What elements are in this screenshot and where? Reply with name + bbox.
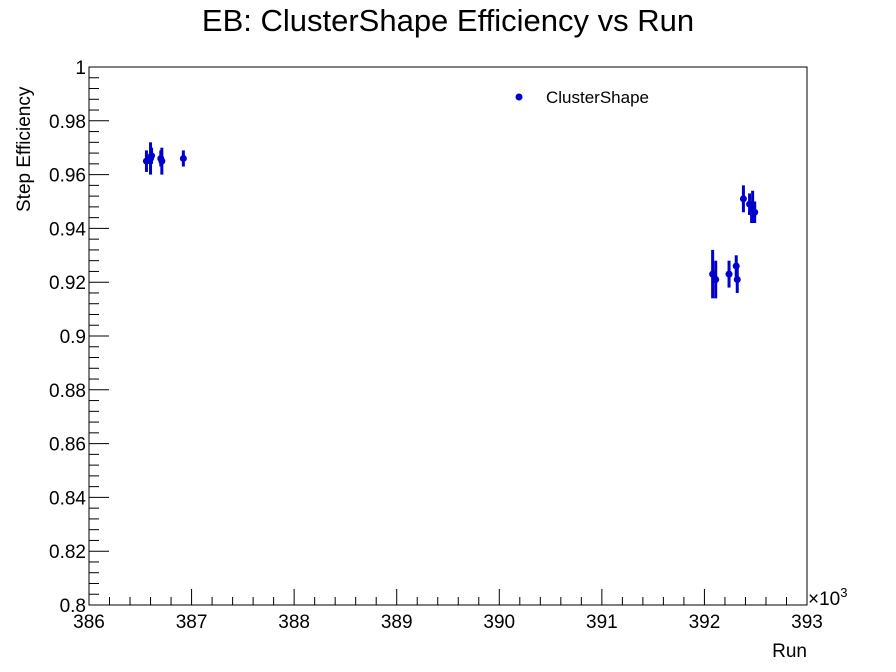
- data-point: [712, 276, 720, 284]
- y-axis-label: Step Efficiency: [14, 86, 35, 212]
- y-tick-label: 0.84: [49, 488, 86, 509]
- data-point: [733, 276, 741, 284]
- x-axis-multiplier-base: ×10: [808, 589, 840, 610]
- data-point: [725, 270, 733, 278]
- data-point: [751, 208, 759, 216]
- y-axis: 0.8 0.82 0.84 0.86 0.88 0.9 0.92 0.94 0.96 0.98 1: [49, 58, 109, 617]
- y-tick-label: 0.8: [60, 596, 86, 617]
- x-tick-label: 387: [176, 612, 208, 633]
- y-tick-label: 0.88: [49, 381, 86, 402]
- x-tick-label: 393: [791, 612, 823, 633]
- chart-title: EB: ClusterShape Efficiency vs Run: [202, 3, 694, 38]
- y-tick-label: 0.9: [60, 327, 86, 348]
- y-tick-label: 0.92: [49, 273, 86, 294]
- y-tick-label: 0.94: [49, 219, 86, 240]
- data-point: [158, 157, 166, 165]
- data-point: [179, 154, 187, 162]
- y-tick-label: 0.98: [49, 112, 86, 133]
- x-tick-label: 388: [278, 612, 310, 633]
- x-axis: 386 387 388 389 390 391 392 393: [73, 589, 823, 633]
- y-tick-label: 1: [75, 58, 86, 79]
- x-tick-label: 392: [689, 612, 721, 633]
- x-tick-label: 389: [381, 612, 413, 633]
- x-axis-multiplier: ×103: [808, 585, 847, 610]
- data-series: [142, 142, 759, 299]
- plot-frame: [88, 66, 808, 606]
- data-point: [739, 195, 747, 203]
- y-tick-label: 0.96: [49, 166, 86, 187]
- legend: ClusterShape: [515, 88, 649, 107]
- x-tick-label: 390: [483, 612, 515, 633]
- legend-label: ClusterShape: [546, 88, 649, 107]
- x-tick-label: 391: [586, 612, 618, 633]
- x-tick-label: 386: [73, 612, 105, 633]
- data-point: [148, 152, 156, 160]
- x-axis-multiplier-exponent: 3: [840, 585, 847, 600]
- y-tick-label: 0.82: [49, 542, 86, 563]
- y-tick-label: 0.86: [49, 435, 86, 456]
- legend-marker: [515, 93, 523, 101]
- x-axis-label: Run: [772, 641, 807, 662]
